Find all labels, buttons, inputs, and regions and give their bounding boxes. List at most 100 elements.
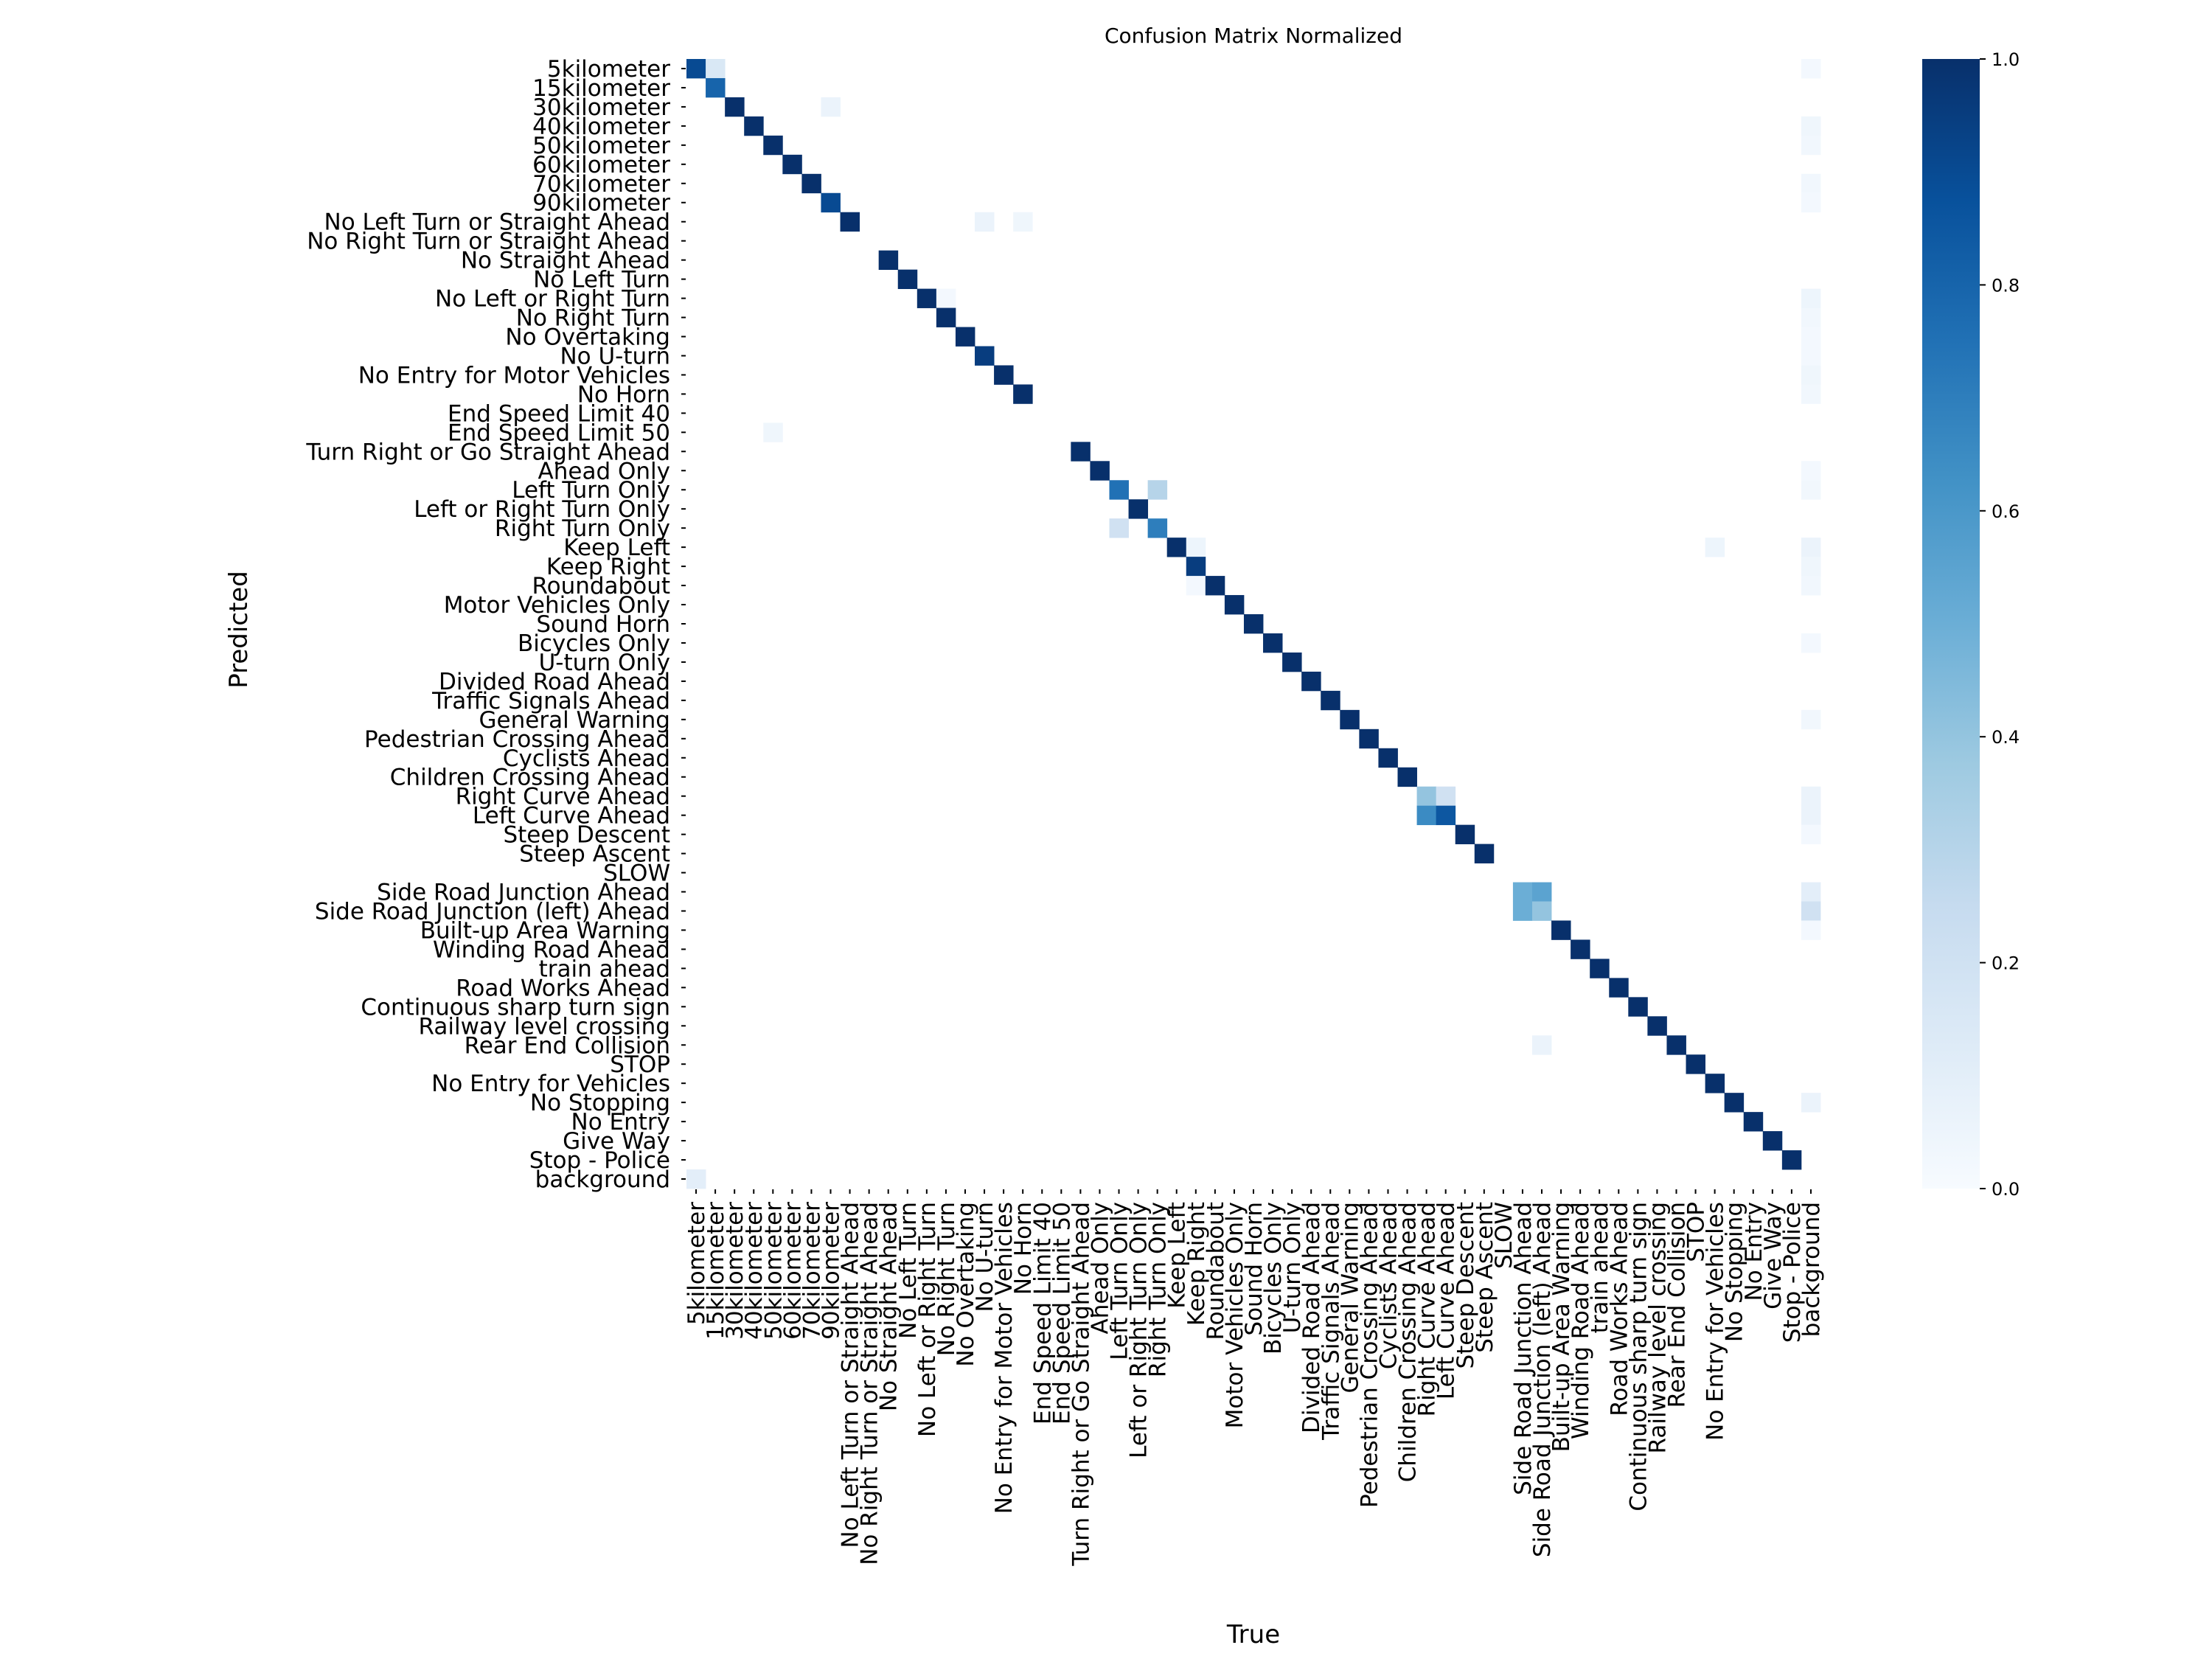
heatmap-cell [1263,633,1283,653]
y-tick-label: Cyclists Ahead [503,745,670,772]
chart-title: Confusion Matrix Normalized [1105,24,1402,48]
heatmap-cell [1359,728,1379,749]
colorbar: 0.0 0.2 0.4 0.6 0.8 1.0 [1922,49,2020,1200]
heatmap-cell [1090,461,1110,481]
y-tick-label: Left or Right Turn Only [414,496,670,523]
heatmap-grid [686,59,1821,1189]
x-tick-label: Ahead Only [1087,1202,1113,1334]
heatmap-cell [1801,709,1821,730]
y-tick-label: General Warning [479,707,670,734]
x-tick-label: 30kilometer [722,1202,748,1340]
heatmap-cell [1801,557,1821,577]
y-tick-label: Keep Left [563,535,670,561]
x-tick-label: No Left Turn [895,1202,922,1339]
y-tick-label: 30kilometer [532,94,670,121]
x-tick-label: background [1798,1202,1825,1337]
heatmap-cell [975,212,995,232]
y-tick-label: No U-turn [560,343,670,369]
y-tick-label: Motor Vehicles Only [444,592,670,619]
heatmap-cell [1378,748,1398,768]
x-tick-label: No Entry for Motor Vehicles [991,1202,1018,1514]
y-tick-label: Left Turn Only [512,477,670,504]
heatmap-cell [936,288,956,308]
y-tick-label: 15kilometer [532,75,670,102]
x-tick-label: Cyclists Ahead [1375,1202,1402,1369]
heatmap-cell [1416,805,1437,826]
y-tick-label: Continuous sharp turn sign [361,994,670,1020]
x-tick-label: Left or Right Turn Only [1126,1202,1152,1458]
x-tick-label: Roundabout [1203,1202,1229,1340]
colorbar-tick-label: 0.2 [1992,953,2020,974]
heatmap-cell [1186,576,1206,596]
heatmap-cell [1551,920,1571,940]
heatmap-cell [821,97,841,117]
y-tick-label: Railway level crossing [418,1013,670,1040]
heatmap-cell [1340,709,1360,730]
heatmap-cell [1801,327,1821,347]
heatmap-cell [1436,786,1456,807]
heatmap-cell [763,422,783,442]
y-tick-label: Children Crossing Ahead [390,765,670,791]
x-tick-label: Steep Ascent [1472,1202,1498,1353]
heatmap-cell [1781,1150,1802,1170]
y-tick-label: Divided Road Ahead [439,669,670,695]
x-axis-label: True [1226,1620,1280,1649]
x-tick-label: train ahead [1587,1202,1613,1333]
x-tick-label: Built-up Area Warning [1548,1202,1575,1452]
x-tick-label: Bicycles Only [1260,1202,1287,1354]
x-tick-label: No Left or Right Turn [914,1202,941,1437]
heatmap-cell [1224,595,1245,615]
y-tick-label: 50kilometer [532,133,670,159]
x-tick-label: SLOW [1491,1202,1517,1269]
x-tick-label: Right Turn Only [1145,1202,1172,1377]
heatmap-cell [1801,786,1821,807]
y-tick-label: No Overtaking [505,324,670,351]
y-tick-label: No Left Turn or Straight Ahead [324,209,670,236]
y-axis-label: Predicted [224,571,254,689]
x-tick-label: Give Way [1760,1202,1787,1310]
y-tick-label: Ahead Only [538,458,670,484]
heatmap-cell [1801,480,1821,500]
heatmap-cell [1686,1054,1705,1074]
x-tick-label: 50kilometer [760,1202,787,1340]
x-tick-label: End Speed Limit 50 [1048,1202,1075,1425]
x-tick-label: Side Road Junction Ahead [1510,1202,1537,1495]
y-tick-label: U-turn Only [539,650,670,676]
heatmap-cell [1801,307,1821,327]
x-tick-label: 90kilometer [818,1202,845,1340]
y-tick-label: Traffic Signals Ahead [431,688,670,714]
x-tick-label: No Overtaking [953,1202,979,1367]
y-tick-label: Winding Road Ahead [433,936,670,963]
heatmap-cell [1147,518,1168,538]
colorbar-tick-label: 0.8 [1992,275,2020,296]
heatmap-cell [1590,959,1610,978]
heatmap-cell [1013,212,1033,232]
y-tick-label: No Horn [577,381,670,408]
y-tick-label: No Stopping [530,1090,670,1116]
y-tick-label: background [535,1166,670,1193]
y-tick-label: Steep Descent [503,822,670,849]
y-tick-label: 60kilometer [532,152,670,178]
heatmap-cell [1705,538,1725,557]
heatmap-cell [840,212,860,232]
heatmap-cell [1205,576,1225,596]
x-tick-label: 5kilometer [684,1202,710,1325]
y-tick-label: Steep Ascent [519,841,670,868]
colorbar-gradient [1922,59,1980,1189]
colorbar-tick-label: 0.4 [1992,727,2020,748]
heatmap-cell [1743,1112,1764,1132]
x-tick-label: Motor Vehicles Only [1222,1202,1248,1428]
heatmap-cell [1301,671,1321,692]
x-tick-label: No Left Turn or Straight Ahead [838,1202,864,1548]
y-tick-label: Side Road Junction Ahead [377,880,670,906]
heatmap-cell [1801,288,1821,308]
y-tick-label: Sound Horn [536,611,670,638]
heatmap-cell [1801,824,1821,845]
heatmap-cell [1801,461,1821,481]
heatmap-cell [1801,384,1821,404]
heatmap-cell [686,59,706,79]
y-tick-label: Stop - Police [529,1147,670,1174]
heatmap-cell [1282,652,1302,672]
heatmap-cell [1801,346,1821,366]
y-tick-label: Turn Right or Go Straight Ahead [305,439,670,465]
